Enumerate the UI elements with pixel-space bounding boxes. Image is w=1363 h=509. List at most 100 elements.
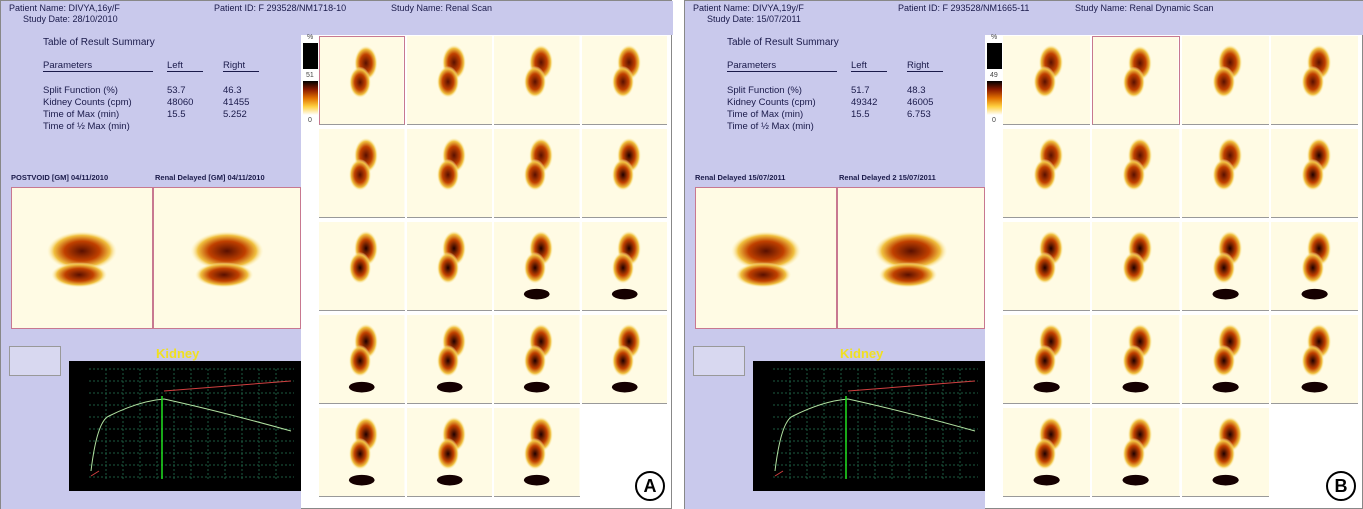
kidney-lower — [348, 437, 372, 470]
table-cell: Time of Max (min) — [43, 109, 120, 120]
scan-image — [494, 129, 580, 217]
scan-frame — [581, 36, 667, 125]
scan-frame — [1003, 315, 1091, 404]
scan-image — [1003, 129, 1091, 217]
kidney-lower — [436, 251, 459, 284]
kidney-lower — [436, 158, 459, 191]
kidney-lower — [1212, 65, 1235, 98]
kidney-lower — [1033, 251, 1057, 284]
bladder — [523, 288, 550, 300]
kidney-lower — [349, 66, 371, 98]
study-date: Study Date: 28/10/2010 — [23, 14, 118, 24]
column-header: Parameters — [43, 60, 153, 72]
panel-label: A — [635, 471, 665, 501]
image-label: POSTVOID [GM] 04/11/2010 — [11, 173, 109, 182]
scan-frame — [1270, 129, 1358, 218]
panel: Patient Name: DIVYA,19y/F Study Date: 15/… — [684, 0, 1363, 509]
scan-frame — [1092, 408, 1180, 497]
colorbar-max: 49 — [990, 72, 998, 79]
kidney-lower — [436, 344, 459, 377]
summary-area — [685, 1, 985, 169]
bladder — [523, 474, 550, 486]
curve — [774, 398, 976, 472]
kidney-lower — [1033, 344, 1057, 377]
scan-image — [494, 408, 580, 496]
bladder — [1212, 288, 1239, 300]
renogram-plot — [773, 368, 978, 479]
scan-image — [581, 36, 667, 124]
bladder — [1212, 474, 1239, 486]
scan-image — [494, 222, 580, 310]
bladder — [1033, 381, 1060, 393]
scan-frame — [1181, 222, 1269, 311]
study-name: Study Name: Renal Scan — [391, 3, 493, 13]
bladder — [1122, 381, 1149, 393]
renogram-plot — [89, 368, 294, 479]
scan-image — [581, 315, 667, 403]
scan-frame — [406, 129, 492, 218]
kidney-lower — [1301, 344, 1324, 377]
kidney-upper — [874, 231, 948, 271]
scan-image — [1093, 37, 1179, 124]
study-date: Study Date: 15/07/2011 — [707, 14, 801, 24]
curve-2 — [90, 380, 292, 477]
kidney-lower — [611, 65, 634, 98]
column-header: Parameters — [727, 60, 837, 72]
scan-frame — [1270, 36, 1358, 125]
scan-frame — [494, 408, 580, 497]
scan-frame — [319, 315, 405, 404]
bladder — [348, 381, 375, 393]
scan-frame — [11, 187, 153, 329]
kidney-lower — [1033, 158, 1057, 191]
kidney-lower — [1122, 344, 1146, 377]
scan-frame — [581, 315, 667, 404]
scan-image — [1003, 36, 1091, 124]
bladder — [348, 474, 375, 486]
table-cell: Time of Max (min) — [727, 109, 804, 120]
scan-frame — [406, 222, 492, 311]
scan-image — [1003, 408, 1091, 496]
scan-image — [406, 36, 492, 124]
scan-image — [1270, 129, 1358, 217]
scan-frame — [1092, 129, 1180, 218]
kidney-lower — [436, 437, 459, 470]
bladder — [1033, 474, 1060, 486]
kidney-lower — [523, 344, 547, 377]
image-label: Renal Delayed 15/07/2011 — [695, 173, 786, 182]
patient-id: Patient ID: F 293528/NM1665-11 — [898, 3, 1030, 13]
table-cell: 48.3 — [907, 85, 926, 96]
scan-frame — [319, 129, 405, 218]
table-cell: Split Function (%) — [43, 85, 118, 96]
scan-image — [581, 222, 667, 310]
scan-image — [1270, 36, 1358, 124]
colorbar-unit: % — [307, 34, 314, 41]
curve — [90, 398, 292, 472]
scan-image — [581, 129, 667, 217]
chart-title: Kidney — [156, 346, 200, 361]
kidney-lower — [523, 158, 547, 191]
curve-2 — [774, 380, 976, 477]
scan-image — [838, 188, 984, 328]
table-cell: Kidney Counts (cpm) — [43, 97, 132, 108]
kidney-upper — [47, 231, 117, 271]
table-title: Table of Result Summary — [43, 37, 155, 48]
scan-image — [1092, 129, 1180, 217]
chart-title: Kidney — [840, 346, 884, 361]
bladder — [436, 381, 463, 393]
scan-frame — [1003, 129, 1091, 218]
scan-frame — [1181, 129, 1269, 218]
colorbar-max: 51 — [306, 72, 314, 79]
colorbar-gradient — [303, 81, 318, 115]
scan-frame — [1270, 222, 1358, 311]
scan-frame — [494, 129, 580, 218]
scan-image — [696, 188, 836, 328]
summary-area — [1, 1, 301, 169]
kidney-lower — [1301, 158, 1324, 191]
image-label: Renal Delayed 2 15/07/2011 — [839, 173, 936, 182]
scan-image — [1270, 315, 1358, 403]
scan-frame — [837, 187, 985, 329]
column-header: Right — [907, 60, 943, 72]
scan-image — [319, 315, 405, 403]
patient-id: Patient ID: F 293528/NM1718-10 — [214, 3, 347, 13]
